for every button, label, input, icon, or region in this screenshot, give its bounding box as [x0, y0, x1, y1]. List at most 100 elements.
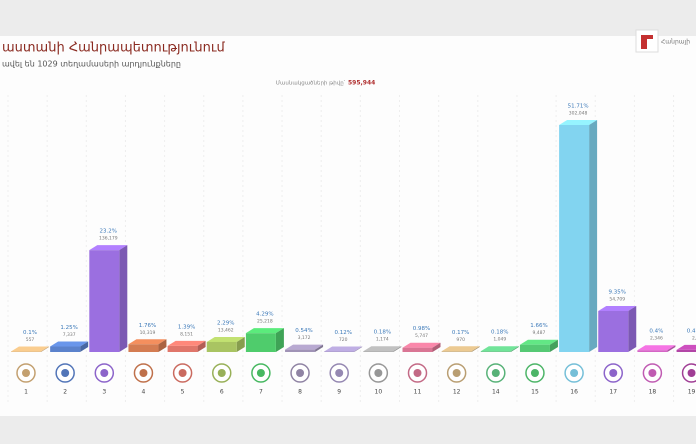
value-label: 0.54% [295, 328, 312, 334]
bar-top [598, 305, 637, 311]
bar-top [11, 346, 49, 352]
value-label: 0.47% [687, 328, 696, 334]
bar-side [41, 346, 49, 352]
x-tick-label: 17 [609, 389, 617, 396]
bar-side [158, 339, 167, 352]
bar-side [236, 336, 245, 352]
party-logo-center [609, 369, 618, 377]
x-tick-label: 4 [142, 389, 146, 396]
x-tick-label: 5 [181, 389, 185, 396]
chart-title: աստանի Հանրապետությունում [2, 41, 226, 56]
bar [245, 333, 276, 352]
bar-side [628, 305, 637, 352]
party-logo-center [648, 369, 657, 377]
vote-label: 5,747 [415, 333, 428, 339]
value-label: 0.18% [374, 330, 391, 336]
bar-top [324, 346, 363, 352]
bar [89, 250, 120, 352]
bar [402, 347, 433, 352]
bar [324, 351, 355, 352]
bar-top [89, 245, 128, 251]
bar-top [167, 340, 206, 346]
value-label: 4.29% [256, 312, 273, 318]
value-label: 0.17% [452, 330, 469, 336]
x-tick-label: 14 [492, 389, 500, 396]
party-logo-center [178, 369, 187, 377]
vote-label: 9,487 [533, 330, 546, 336]
vote-label: 2,346 [650, 336, 663, 342]
vote-label: 54,709 [609, 296, 625, 302]
value-label: 1.66% [530, 323, 547, 329]
x-tick-label: 18 [649, 389, 657, 396]
vote-label: 720 [339, 337, 348, 343]
bar-top [441, 346, 480, 352]
party-logo-center [217, 369, 226, 377]
bar [363, 351, 394, 352]
bar-top [128, 339, 167, 345]
logo: Հանրայի [635, 29, 690, 53]
party-logo-center [335, 369, 344, 377]
vote-label: 970 [456, 337, 465, 343]
party-logo-center [491, 369, 500, 377]
vote-label: 557 [26, 337, 35, 343]
value-label: 2.29% [217, 320, 234, 326]
party-logo-center [100, 369, 109, 377]
value-label: 51.71% [568, 104, 589, 110]
x-tick-label: 15 [531, 389, 539, 396]
x-tick-label: 19 [688, 389, 696, 396]
bar-side [589, 120, 598, 352]
bar-side [275, 328, 284, 352]
bar-side [393, 346, 402, 352]
vote-label: 25,218 [257, 319, 273, 325]
bar-side [315, 344, 324, 352]
value-label: 0.4% [649, 329, 663, 335]
bar-top [480, 346, 519, 352]
bar-side [80, 341, 89, 352]
bar [676, 349, 696, 352]
bar-top [285, 344, 324, 350]
party-logo-center [256, 369, 265, 377]
bar-top [402, 342, 441, 348]
bar-top [206, 336, 245, 342]
party-logo-center [570, 369, 579, 377]
vote-label: 7,337 [63, 332, 76, 338]
x-tick-label: 7 [259, 389, 263, 396]
x-tick-label: 11 [414, 389, 422, 396]
vote-label: 1,174 [376, 337, 389, 343]
bar-side [667, 345, 676, 352]
x-tick-label: 3 [102, 389, 106, 396]
x-tick-label: 8 [298, 389, 302, 396]
bar [167, 345, 198, 352]
bar-top [519, 339, 558, 345]
party-logo-center [530, 369, 539, 377]
x-tick-label: 1 [24, 389, 28, 396]
value-label: 0.1% [23, 330, 37, 336]
party-logo-center [413, 369, 422, 377]
party-logo-center [452, 369, 461, 377]
vote-label: 10,319 [140, 330, 156, 336]
vote-label: 1,049 [493, 337, 506, 343]
vote-label: 3,172 [298, 335, 311, 341]
bar [441, 351, 472, 352]
chart-subtitle: ավել են 1029 տեղամասերի արդյունքները [2, 60, 181, 69]
bar-top [245, 328, 284, 334]
x-tick-label: 2 [63, 389, 67, 396]
bar-side [354, 346, 363, 352]
bar-top [363, 346, 402, 352]
x-tick-label: 16 [570, 389, 578, 396]
value-label: 1.76% [139, 323, 156, 329]
bar-side [119, 245, 128, 352]
value-label: 1.25% [60, 325, 77, 331]
bar-side [471, 346, 480, 352]
x-tick-label: 6 [220, 389, 224, 396]
party-logo-center [687, 369, 696, 377]
bar [206, 341, 237, 352]
party-logo-center [374, 369, 383, 377]
value-label: 0.98% [413, 326, 430, 332]
vote-label: 2,7 [692, 335, 696, 341]
turnout-label: Մասնակցածների թիվը՝ [276, 81, 346, 87]
vote-label: 13,462 [218, 327, 234, 333]
bar-side [549, 339, 558, 352]
